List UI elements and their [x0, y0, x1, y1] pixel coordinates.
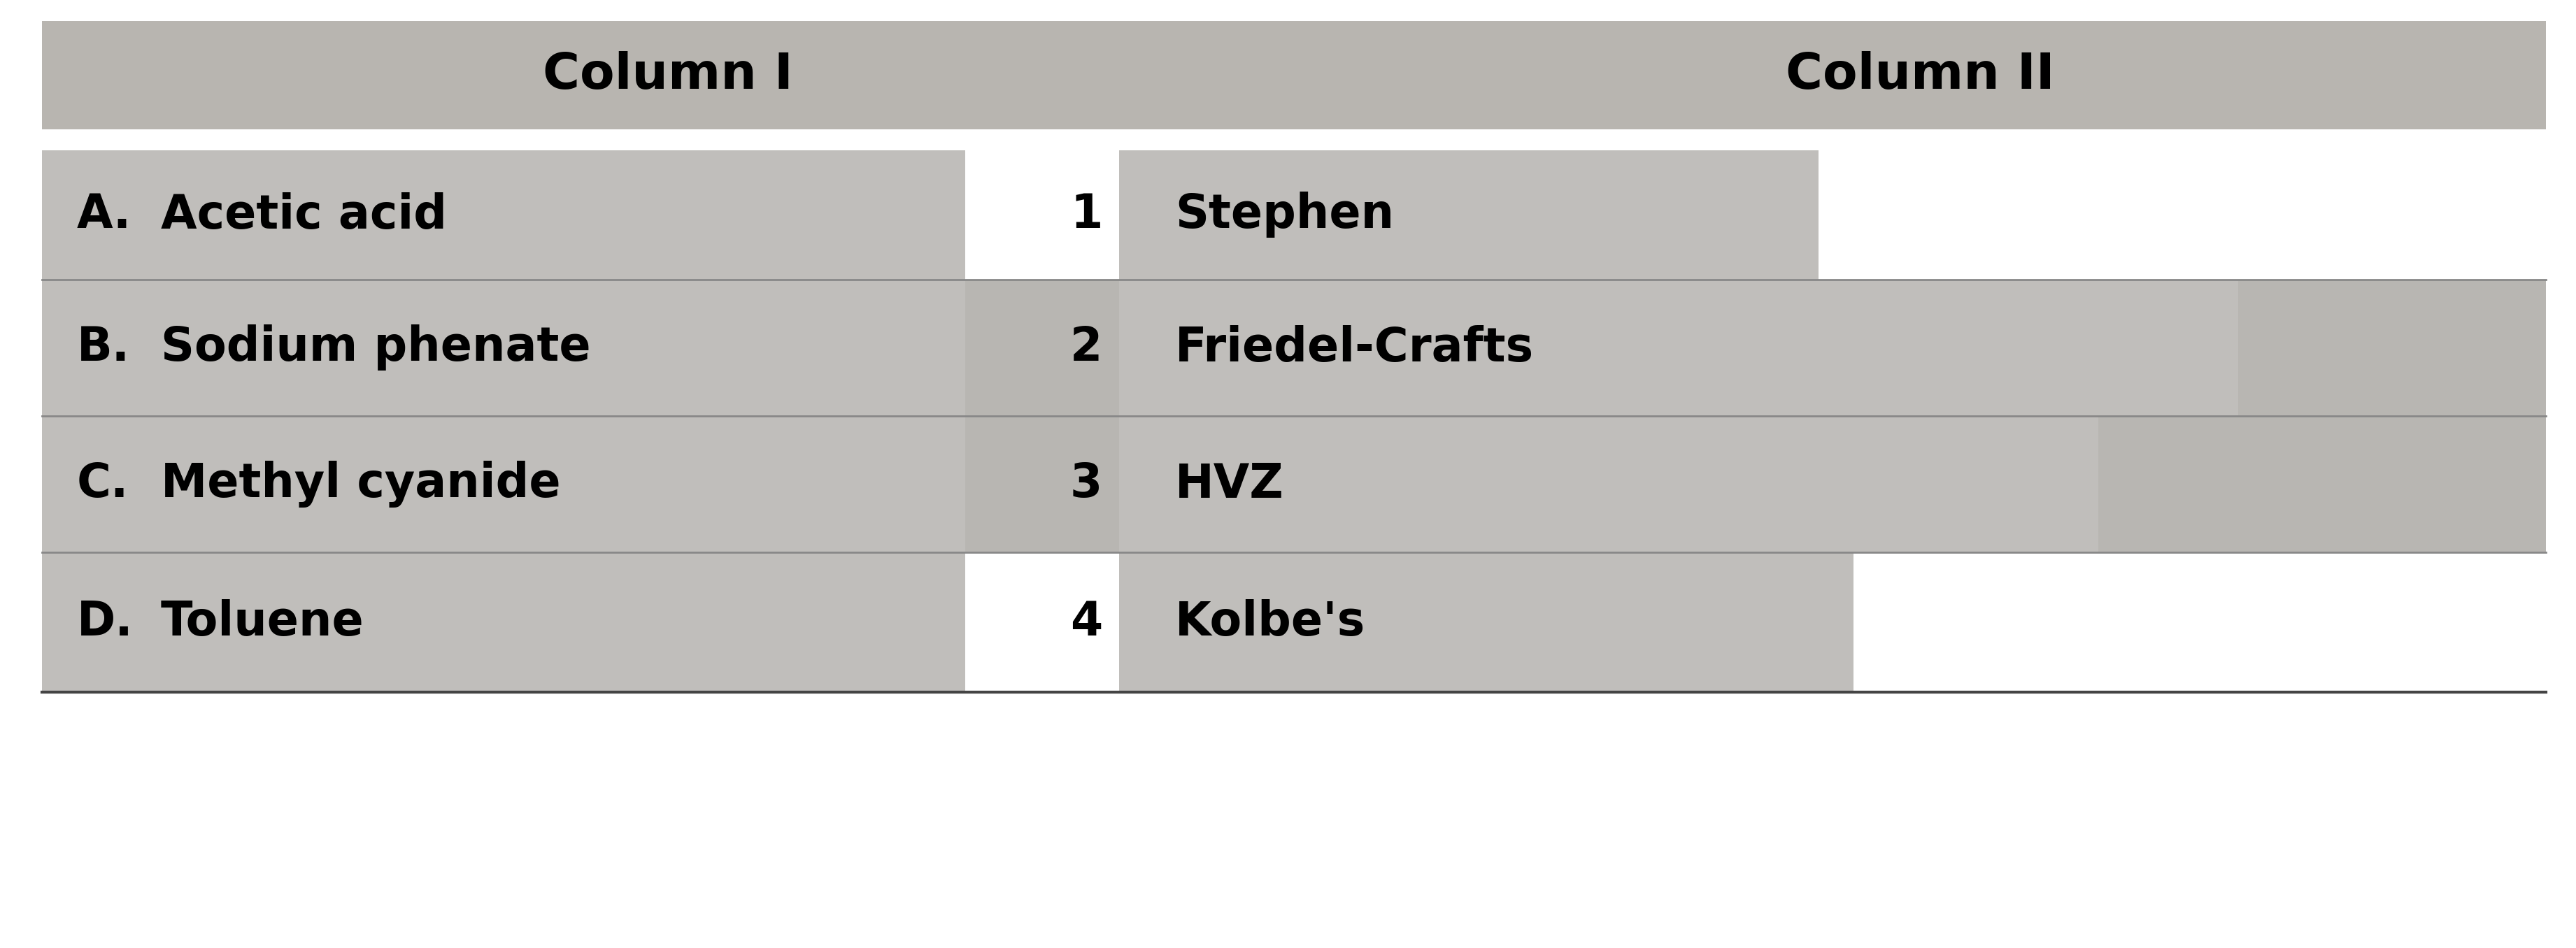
Text: 2: 2: [1069, 325, 1103, 371]
Text: Stephen: Stephen: [1175, 191, 1394, 238]
Text: 1: 1: [1069, 191, 1103, 238]
Bar: [41, 416, 966, 553]
Text: B.: B.: [77, 325, 131, 371]
Text: 3: 3: [1069, 461, 1103, 507]
Bar: [41, 416, 2545, 553]
Bar: [41, 151, 966, 280]
Bar: [41, 280, 966, 416]
Text: A.: A.: [77, 191, 131, 238]
Text: Column II: Column II: [1785, 51, 2056, 100]
Text: Kolbe's: Kolbe's: [1175, 599, 1365, 646]
Bar: [41, 280, 2545, 416]
Text: Acetic acid: Acetic acid: [160, 191, 446, 238]
Text: Sodium phenate: Sodium phenate: [160, 325, 590, 371]
Bar: [1118, 151, 1819, 280]
Bar: [41, 21, 2545, 129]
Bar: [41, 553, 2545, 692]
Text: D.: D.: [77, 599, 134, 646]
Bar: [1118, 280, 2239, 416]
Text: 4: 4: [1069, 599, 1103, 646]
Bar: [41, 553, 966, 692]
Bar: [1118, 553, 1855, 692]
Text: Column I: Column I: [544, 51, 793, 100]
Text: Methyl cyanide: Methyl cyanide: [160, 461, 562, 507]
Bar: [41, 151, 2545, 280]
Text: HVZ: HVZ: [1175, 461, 1283, 507]
Bar: [1118, 416, 2099, 553]
Text: Toluene: Toluene: [160, 599, 363, 646]
Text: C.: C.: [77, 461, 129, 507]
Text: Friedel-Crafts: Friedel-Crafts: [1175, 325, 1533, 371]
